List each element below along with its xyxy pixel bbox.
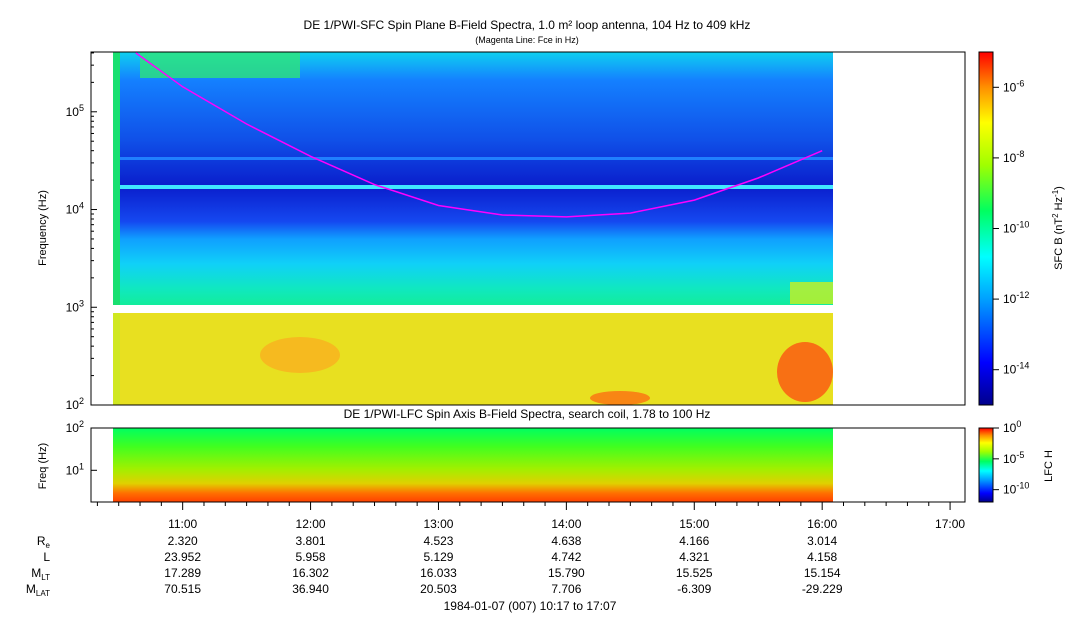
green-strip-low <box>113 313 120 405</box>
top-y-tick-label: 103 <box>66 298 84 314</box>
top-colorbar-tick-label: 10-14 <box>1003 361 1029 377</box>
ephemeris-value: 4.523 <box>423 534 453 548</box>
bottom-y-axis-label: Freq (Hz) <box>37 443 49 489</box>
ephemeris-value: 15.790 <box>548 566 585 580</box>
date-range-label: 1984-01-07 (007) 10:17 to 17:07 <box>444 599 617 613</box>
red-patch-right <box>777 342 833 402</box>
ephemeris-value: 15.154 <box>804 566 841 580</box>
top-panel-subtitle: (Magenta Line: Fce in Hz) <box>475 35 579 45</box>
top-colorbar-tick-label: 10-12 <box>1003 290 1029 306</box>
bottom-data-gap-early <box>92 429 113 501</box>
time-tick-label: 17:00 <box>935 517 965 531</box>
ephemeris-value: 17.289 <box>164 566 201 580</box>
top-spectrogram-panel: 102 103 104 105 <box>66 51 966 412</box>
ephemeris-value: 2.320 <box>168 534 198 548</box>
ephemeris-value: 4.638 <box>551 534 581 548</box>
top-colorbar-tick-label: 10-6 <box>1003 78 1024 94</box>
top-panel-frame <box>90 51 966 406</box>
orange-patch-center <box>260 337 340 373</box>
ephemeris-value: 16.302 <box>292 566 329 580</box>
top-colorbar-tick-label: 10-10 <box>1003 220 1029 236</box>
time-tick-label: 14:00 <box>551 517 581 531</box>
orange-patch-bottom <box>590 391 650 405</box>
ephemeris-value: 5.958 <box>296 550 326 564</box>
ephemeris-value: 36.940 <box>292 582 329 596</box>
top-colorbar <box>978 51 994 406</box>
cyan-band-16khz <box>120 185 833 189</box>
bottom-spectrogram-background <box>113 428 833 502</box>
fce-magenta-line <box>135 52 823 218</box>
ephemeris-row-label: MLT <box>31 566 50 582</box>
frequency-gap <box>113 305 833 313</box>
ephemeris-value: 3.014 <box>807 534 837 548</box>
blank-region-right <box>833 52 965 405</box>
bottom-colorbar-tick-label: 10-5 <box>1003 450 1024 466</box>
top-y-tick-label: 105 <box>66 103 84 119</box>
time-axis: 11:00 12:00 13:00 14:00 15:00 16:00 17:00 <box>96 502 965 531</box>
ephemeris-value: 5.129 <box>423 550 453 564</box>
ephemeris-value: 15.525 <box>676 566 713 580</box>
ephemeris-value: 20.503 <box>420 582 457 596</box>
top-y-tick-label: 102 <box>66 396 84 412</box>
bottom-colorbar-tick-label: 10-10 <box>1003 481 1029 497</box>
bottom-spectrogram-panel: 101 102 <box>66 419 966 503</box>
bottom-panel-frame <box>90 427 966 503</box>
ephemeris-value: 3.801 <box>296 534 326 548</box>
ephemeris-value: 70.515 <box>164 582 201 596</box>
bottom-colorbar-label: LFC H <box>1043 450 1055 482</box>
ephemeris-value: 4.742 <box>551 550 581 564</box>
ephemeris-value: -29.229 <box>802 582 843 596</box>
ephemeris-value: 4.321 <box>679 550 709 564</box>
bottom-panel-title: DE 1/PWI-LFC Spin Axis B-Field Spectra, … <box>344 407 711 421</box>
top-colorbar-label: SFC B (nT2 Hz-1) <box>1051 186 1065 270</box>
bottom-y-tick-label: 102 <box>66 419 84 435</box>
bottom-colorbar-tick-label: 100 <box>1003 419 1021 435</box>
time-tick-label: 11:00 <box>168 517 197 531</box>
time-tick-label: 12:00 <box>296 517 326 531</box>
time-tick-label: 16:00 <box>807 517 837 531</box>
top-y-axis-label: Frequency (Hz) <box>37 190 49 266</box>
green-patch-top-left <box>140 52 300 78</box>
yellow-patch-right <box>790 282 833 304</box>
time-tick-label: 15:00 <box>679 517 709 531</box>
early-data-strip <box>113 52 120 405</box>
top-colorbar-ticks: 10-6 10-8 10-10 10-12 10-14 <box>993 78 1029 377</box>
ephemeris-value: 4.166 <box>679 534 709 548</box>
cyan-band-30khz <box>120 157 833 160</box>
bottom-colorbar <box>978 427 994 503</box>
ephemeris-value: 4.158 <box>807 550 837 564</box>
top-panel-title: DE 1/PWI-SFC Spin Plane B-Field Spectra,… <box>304 18 751 32</box>
ephemeris-value: 23.952 <box>164 550 201 564</box>
time-tick-label: 13:00 <box>423 517 453 531</box>
ephemeris-value: 16.033 <box>420 566 457 580</box>
bottom-colorbar-ticks: 100 10-5 10-10 <box>993 419 1029 497</box>
data-gap-early <box>91 52 113 405</box>
top-y-tick-label: 104 <box>66 201 84 217</box>
ephemeris-table: Re 2.320 3.801 4.523 4.638 4.166 3.014 L 23.952 5… <box>26 534 843 598</box>
bottom-y-tick-label: 101 <box>66 461 84 477</box>
ephemeris-row-label: L <box>43 550 50 564</box>
ephemeris-value: -6.309 <box>677 582 711 596</box>
ephemeris-row-label: Re <box>37 534 51 550</box>
top-colorbar-tick-label: 10-8 <box>1003 149 1024 165</box>
low-frequency-region <box>113 313 833 405</box>
ephemeris-row-label: MLAT <box>26 582 50 598</box>
ephemeris-value: 7.706 <box>551 582 581 596</box>
